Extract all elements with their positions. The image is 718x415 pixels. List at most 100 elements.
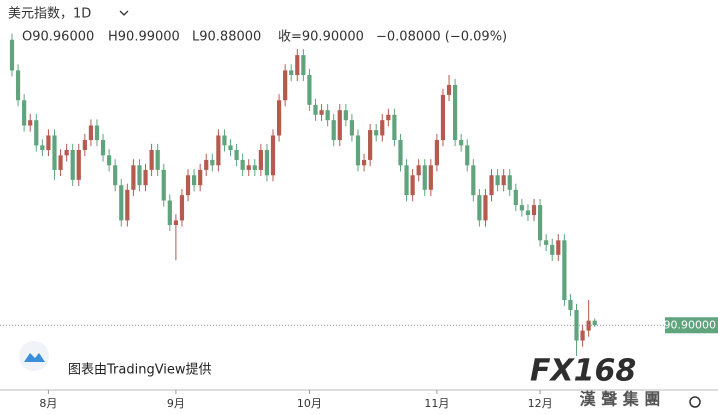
candle-body [143,169,148,186]
candle-body [161,169,166,201]
candle-body [592,320,597,326]
candle-body [246,165,251,170]
candle-body [222,135,227,146]
candle-body [446,84,452,95]
watermark-brand: FX168 [530,354,636,389]
candle-body [416,165,421,176]
candle-body [519,205,524,211]
candle-body [501,175,506,186]
candle-body [483,195,488,221]
candle-body [537,205,543,241]
candle-body [422,165,427,190]
candle-body [34,120,39,146]
candle-body [544,240,549,245]
candle-body [410,175,415,196]
candle-body [113,165,118,186]
candle-body [550,244,555,255]
candle-body [88,125,94,141]
candle-body [513,189,518,206]
candle-body [495,175,500,186]
settings-icon[interactable] [689,396,701,408]
candle-body [398,140,403,166]
candle-body [210,159,215,166]
candle-body [434,140,439,166]
candle-body [216,135,221,166]
legend-change: −0.08000 (−0.09%) [376,30,507,45]
candle-body [374,130,379,136]
candle-body [9,39,15,71]
attribution[interactable]: 图表由TradingView提供 [68,362,212,378]
candle-body [192,175,197,186]
x-tick-label: 10月 [297,397,322,410]
candle-body [167,200,172,225]
tradingview-logo-mark [24,353,45,362]
candle-body [28,120,33,126]
candle-body [459,140,464,146]
candle-body [562,240,567,300]
candle-body [131,165,136,190]
candle-body [82,140,87,150]
candle-body [507,175,512,190]
candle-body [22,100,27,126]
candle-body [270,135,276,176]
candle-body [46,135,51,150]
candle-body [568,300,573,310]
legend-low: L90.88000 [192,30,261,45]
candle-body [289,70,294,75]
candle-body [440,94,446,141]
candle-body [301,55,306,75]
candle-body [76,150,81,180]
candle-body [94,125,100,141]
candle-body [355,135,361,166]
candle-body [477,195,482,221]
x-tick-label: 12月 [528,397,553,410]
candle-body [471,165,476,196]
candle-body [380,120,385,136]
candle-body [179,195,185,221]
candle-body [392,114,397,141]
candle-body [368,130,373,160]
candle-body [331,120,336,141]
candle-body [531,205,537,216]
candle-body [185,175,191,196]
candle-body [276,100,282,136]
candle-body [100,140,106,156]
candle-body [258,150,263,170]
watermark: FX168 漢 聲 集 團 [530,354,660,409]
last-price-tag [665,317,718,334]
candle-body [204,159,209,170]
candle-body [228,145,233,150]
candle-body [70,150,75,180]
candle-body [155,150,160,170]
candle-body [337,110,342,141]
candle-body [307,75,312,105]
candle-body [40,145,45,150]
candle-body [264,150,270,176]
candle-body [58,155,63,170]
candle-body [489,175,494,196]
candle-body [137,165,142,186]
candle-body [453,84,458,141]
last-price-label: 90.90000 [664,318,717,331]
candle-body [404,165,409,196]
candle-body [319,110,324,115]
watermark-group: 漢 聲 集 團 [580,390,661,409]
candle-body [349,120,355,136]
legend-open: O90.96000 [22,30,94,45]
candle-body [556,240,561,255]
candle-body [525,210,531,216]
legend-high: H90.99000 [108,30,180,45]
candle-body [149,150,154,170]
tradingview-logo[interactable] [19,341,49,371]
candle-body [283,70,288,101]
candle-body [465,145,470,166]
x-tick-label: 8月 [39,397,57,410]
candle-body [198,169,203,186]
candle-body [313,104,318,115]
chart-title: 美元指数，1D [8,7,91,22]
dropdown-icon[interactable] [119,10,129,16]
candle-body [240,159,245,170]
candle-body [386,114,391,121]
x-tick-label: 9月 [167,397,185,410]
